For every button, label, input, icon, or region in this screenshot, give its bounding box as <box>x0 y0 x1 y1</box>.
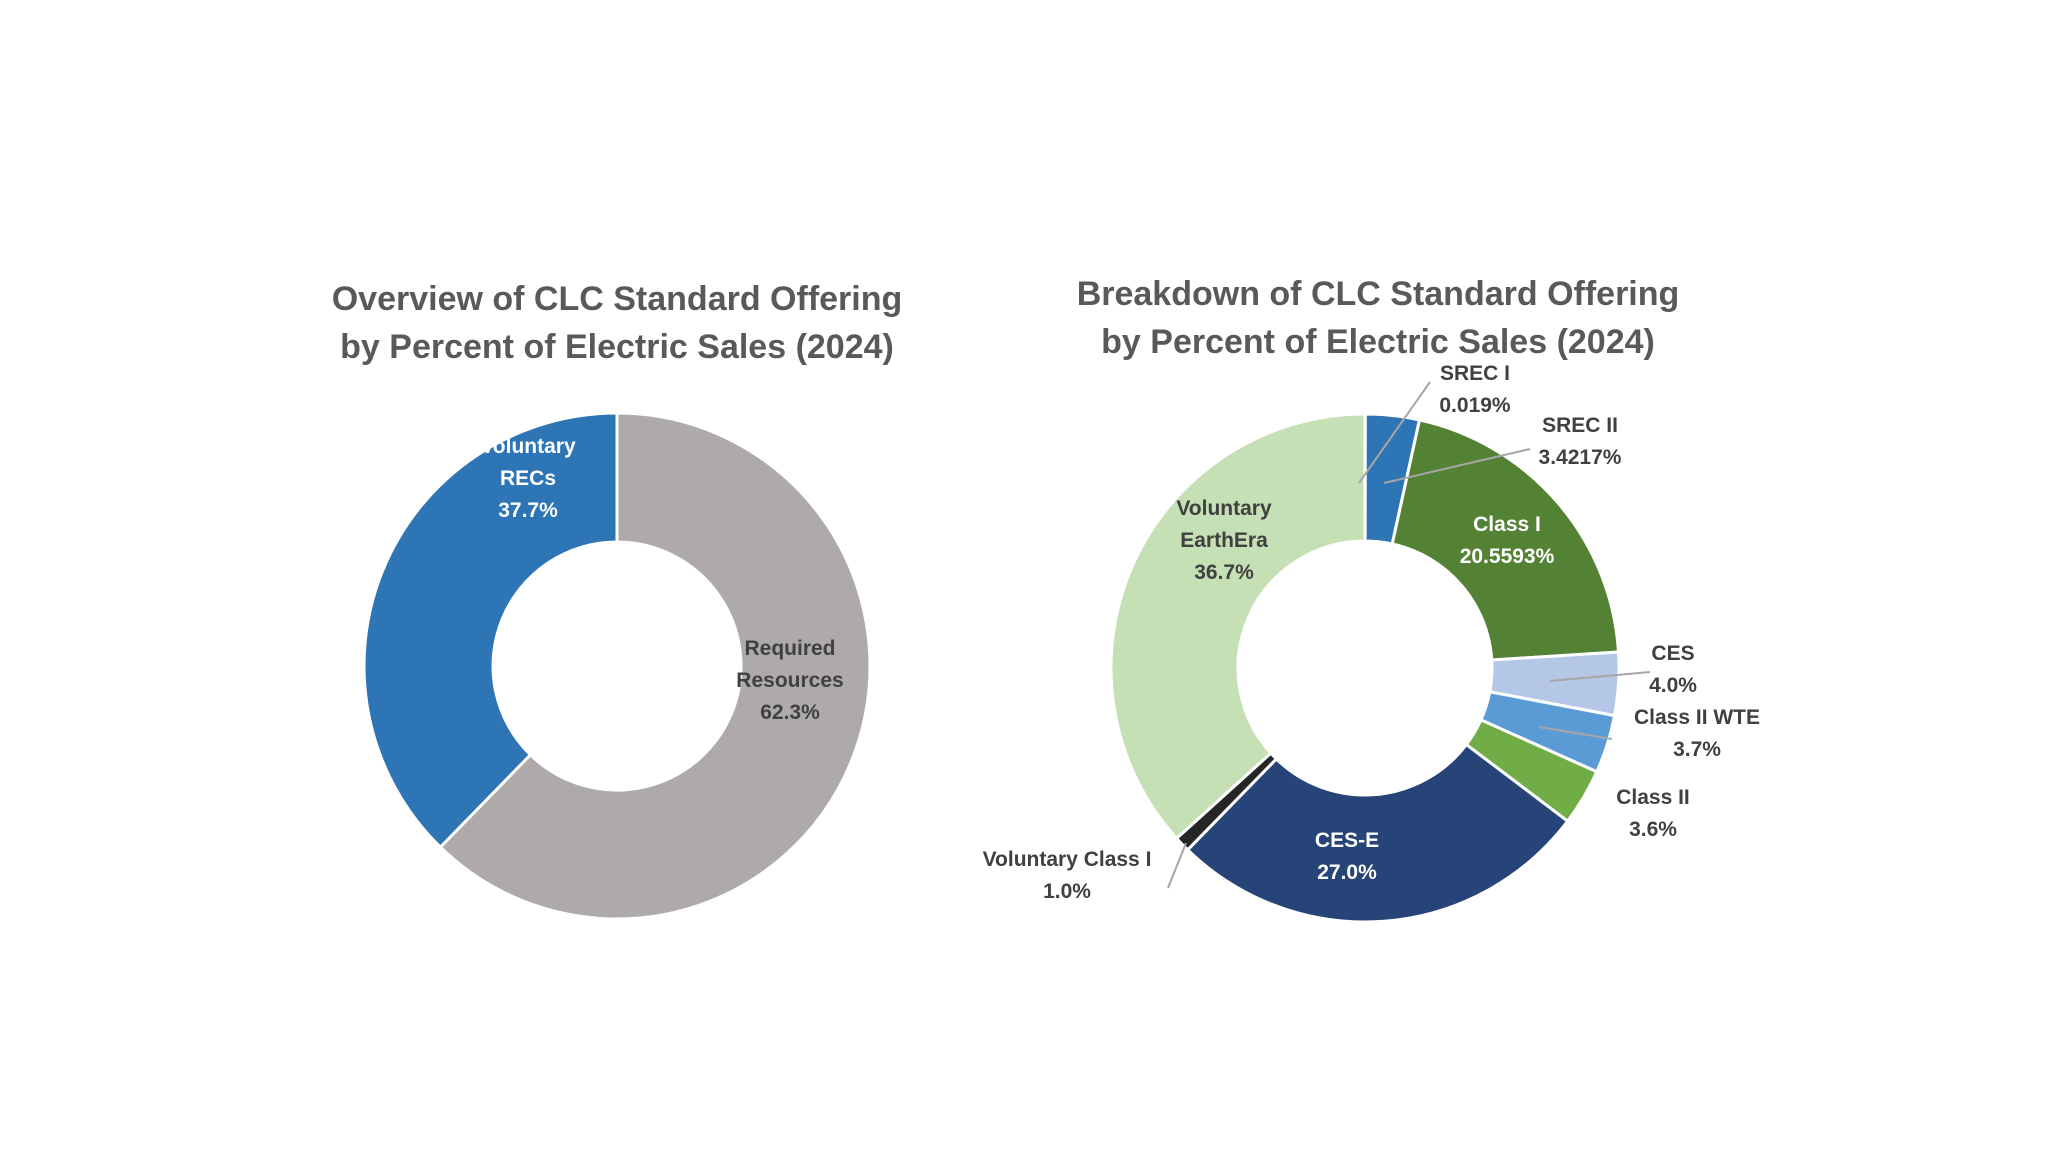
leader-line-ces <box>1549 671 1651 682</box>
category-label-ces: CES <box>1651 642 1694 665</box>
value-label-voluntary-recs: 37.7% <box>498 499 558 522</box>
category-label-class-ii-wte: Class II WTE <box>1634 706 1760 729</box>
value-label-required-resources: 62.3% <box>760 701 820 724</box>
slice-required-resources <box>438 411 872 921</box>
leader-line-srec-ii <box>1383 448 1531 484</box>
data-label-class-ii: Class II 3.6% <box>1616 786 1690 841</box>
chart-title-line-1: Overview of CLC Standard Offering <box>332 280 903 318</box>
data-label-voluntary-recs: Voluntary RECs 37.7% <box>480 435 576 522</box>
category-label-srec-ii: SREC II <box>1542 414 1618 437</box>
slice-voluntary-earthera <box>1109 412 1367 840</box>
value-label-srec-i: 0.019% <box>1439 394 1511 417</box>
category-label-class-ii: Class II <box>1616 786 1690 809</box>
category-label-srec-i: SREC I <box>1440 362 1510 385</box>
data-label-ces-e: CES-E 27.0% <box>1315 829 1379 884</box>
category-label-voluntary-recs: Voluntary <box>480 435 576 458</box>
chart-title-line-1: Breakdown of CLC Standard Offering <box>1077 275 1680 313</box>
leader-line-voluntary-class-i <box>1167 842 1187 889</box>
value-label-srec-ii: 3.4217% <box>1539 446 1622 469</box>
value-label-voluntary-earthera: 36.7% <box>1194 561 1254 584</box>
value-label-class-ii-wte: 3.7% <box>1673 738 1721 761</box>
data-label-ces: CES 4.0% <box>1649 642 1697 697</box>
data-label-class-ii-wte: Class II WTE 3.7% <box>1634 706 1760 761</box>
value-label-class-ii: 3.6% <box>1629 818 1677 841</box>
overview-donut-chart: Overview of CLC Standard Offering by Perc… <box>332 280 903 921</box>
slice-ces-e <box>1186 743 1570 924</box>
category-label-voluntary-recs: RECs <box>500 467 556 490</box>
category-label-voluntary-earthera: EarthEra <box>1180 529 1268 552</box>
category-label-class-i: Class I <box>1473 513 1541 536</box>
category-label-required-resources: Resources <box>736 669 843 692</box>
value-label-ces-e: 27.0% <box>1317 861 1377 884</box>
leader-line-srec-i <box>1358 381 1431 484</box>
category-label-ces-e: CES-E <box>1315 829 1379 852</box>
category-label-voluntary-earthera: Voluntary <box>1176 497 1272 520</box>
value-label-class-i: 20.5593% <box>1460 545 1555 568</box>
data-label-srec-i: SREC I 0.019% <box>1439 362 1511 417</box>
category-label-voluntary-class-i: Voluntary Class I <box>983 848 1152 871</box>
data-label-voluntary-class-i: Voluntary Class I 1.0% <box>983 848 1152 903</box>
chart-title-line-2: by Percent of Electric Sales (2024) <box>340 328 894 366</box>
value-label-ces: 4.0% <box>1649 674 1697 697</box>
data-label-required-resources: Required Resources 62.3% <box>736 637 843 724</box>
breakdown-donut-chart: Breakdown of CLC Standard Offering by Per… <box>983 275 1760 924</box>
slice-voluntary-recs <box>362 411 619 849</box>
leader-line-class-ii-wte <box>1538 726 1613 740</box>
chart-title-line-2: by Percent of Electric Sales (2024) <box>1101 323 1655 361</box>
value-label-voluntary-class-i: 1.0% <box>1043 880 1091 903</box>
slice-class-i <box>1390 418 1620 662</box>
category-label-required-resources: Required <box>744 637 835 660</box>
data-label-class-i: Class I 20.5593% <box>1460 513 1555 568</box>
data-label-srec-ii: SREC II 3.4217% <box>1539 414 1622 469</box>
data-label-voluntary-earthera: Voluntary EarthEra 36.7% <box>1176 497 1272 584</box>
